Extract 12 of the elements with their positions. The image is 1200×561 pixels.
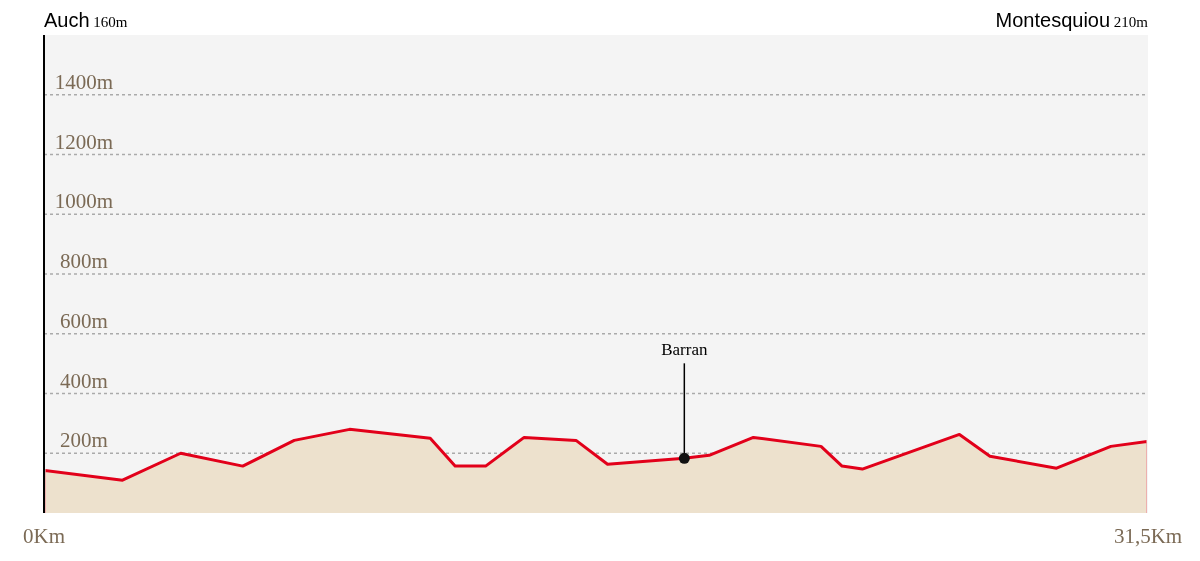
y-tick-label: 200m <box>60 428 108 453</box>
y-tick-label: 400m <box>60 368 108 393</box>
annotation: Barran <box>661 340 708 360</box>
text: Auch 160m <box>44 9 128 31</box>
text: Montesquiou 210m <box>995 9 1149 31</box>
y-tick-label: 600m <box>60 308 108 333</box>
y-tick-label: 1000m <box>54 189 114 214</box>
y-tick-label: 1400m <box>54 69 114 94</box>
x-tick-label: 31,5Km <box>1113 524 1183 548</box>
y-tick-label: 800m <box>60 249 108 273</box>
y-tick-label: 1200m <box>54 129 114 154</box>
x-tick-label: 0Km <box>23 524 65 548</box>
